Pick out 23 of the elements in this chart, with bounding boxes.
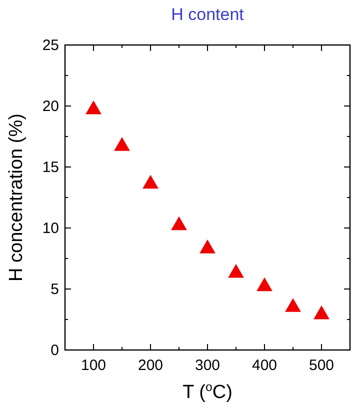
chart-title: H content (171, 5, 244, 24)
point (86, 100, 102, 114)
y-tick-label: 0 (50, 342, 59, 359)
point (200, 240, 216, 254)
y-tick-label: 20 (42, 98, 59, 115)
point (228, 264, 244, 278)
x-tick-label: 400 (252, 357, 278, 374)
y-axis-title: H concentration (%) (6, 114, 27, 282)
x-tick-label: 500 (308, 357, 334, 374)
x-tick-label: 100 (80, 357, 106, 374)
point (256, 277, 272, 292)
point (314, 305, 330, 320)
y-tick-label: 15 (42, 159, 59, 176)
y-tick-label: 10 (42, 220, 59, 237)
y-tick-label: 25 (42, 37, 59, 54)
point (171, 216, 187, 230)
x-tick-label: 200 (138, 357, 164, 374)
point (114, 137, 130, 151)
y-tick-label: 5 (50, 281, 59, 298)
x-axis-title: T ($^{o}$C) (182, 380, 232, 403)
x-tick-label: 300 (194, 357, 220, 374)
point (285, 298, 301, 312)
point (142, 174, 158, 189)
